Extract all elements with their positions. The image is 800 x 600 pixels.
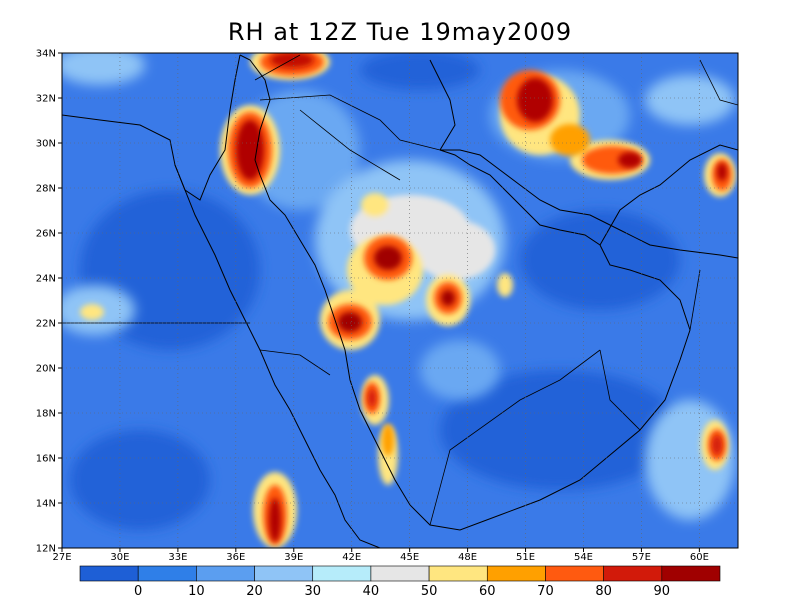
y-tick-label: 18N (36, 409, 56, 420)
coastlines (62, 54, 738, 548)
y-tick-label: 30N (36, 139, 56, 150)
y-tick-label: 14N (36, 499, 56, 510)
borders (62, 54, 738, 526)
map-grid (62, 53, 738, 548)
colorbar-swatch (196, 565, 255, 582)
y-tick-label: 26N (36, 229, 56, 240)
colorbar-label: 70 (537, 584, 554, 599)
colorbar-swatch (137, 565, 197, 582)
y-tick-label: 28N (36, 184, 56, 195)
x-tick-label: 48E (458, 552, 477, 563)
x-tick-label: 54E (574, 552, 593, 563)
colorbar-swatch (661, 565, 721, 582)
colorbar-swatch (254, 565, 314, 582)
x-tick-label: 36E (226, 552, 245, 563)
colorbar-swatch (312, 565, 372, 582)
x-axis-ticks: 27E 30E 33E 36E 39E 42E 45E 48E 51E 54E 57E 60E (52, 548, 709, 563)
y-tick-label: 22N (36, 319, 56, 330)
colorbar-label: 10 (188, 584, 205, 599)
y-axis-ticks: 12N 14N 16N 18N 20N 22N 24N 26N 28N 30N 32N 34N (36, 49, 62, 555)
x-tick-label: 45E (400, 552, 419, 563)
y-tick-label: 20N (36, 364, 56, 375)
x-tick-label: 42E (342, 552, 361, 563)
x-tick-label: 39E (284, 552, 303, 563)
x-tick-label: 60E (690, 552, 709, 563)
x-tick-label: 30E (110, 552, 129, 563)
chart-title: RH at 12Z Tue 19may2009 (227, 18, 573, 46)
colorbar-label: 90 (654, 584, 671, 599)
rh-field (62, 53, 738, 548)
colorbar-label: 20 (246, 584, 263, 599)
x-tick-label: 27E (52, 552, 71, 563)
colorbar-label: 50 (421, 584, 438, 599)
x-tick-label: 33E (168, 552, 187, 563)
y-tick-label: 32N (36, 94, 56, 105)
colorbar: 0 10 20 30 40 50 60 70 80 90 (79, 565, 721, 599)
colorbar-swatch (370, 565, 430, 582)
x-tick-label: 51E (516, 552, 535, 563)
y-tick-label: 34N (36, 49, 56, 60)
colorbar-label: 40 (363, 584, 380, 599)
colorbar-swatch (79, 565, 139, 582)
rh-dark-zones (70, 53, 680, 530)
colorbar-swatch (428, 565, 488, 582)
y-tick-label: 16N (36, 454, 56, 465)
x-tick-label: 57E (632, 552, 651, 563)
y-tick-label: 24N (36, 274, 56, 285)
colorbar-swatch (545, 565, 604, 582)
y-tick-label: 12N (36, 544, 56, 555)
colorbar-label: 0 (134, 584, 142, 599)
colorbar-label: 80 (595, 584, 612, 599)
colorbar-swatch (486, 565, 546, 582)
colorbar-label: 60 (479, 584, 496, 599)
map-frame (61, 52, 739, 549)
colorbar-swatch (603, 565, 663, 582)
colorbar-label: 30 (304, 584, 321, 599)
